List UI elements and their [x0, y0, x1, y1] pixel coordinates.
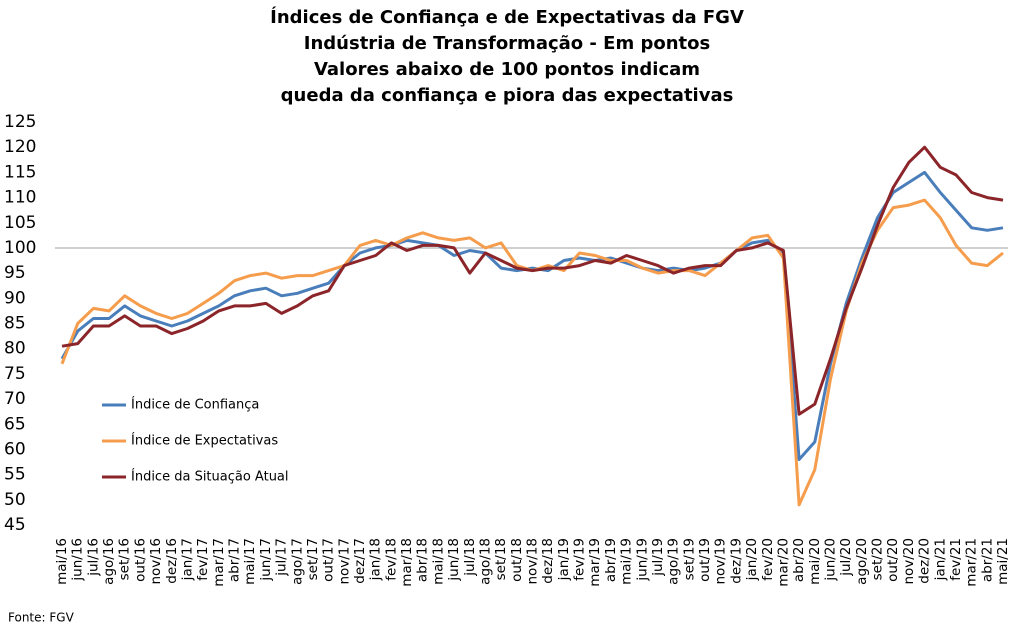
line-series: [60, 198, 1004, 507]
y-tick-label: 125: [4, 112, 36, 132]
x-tick-label: mai/21: [995, 538, 1011, 585]
y-tick-label: 65: [4, 414, 26, 434]
x-tick-label: ago/20: [854, 538, 870, 585]
x-tick-label: set/20: [870, 538, 886, 580]
chart-title: Valores abaixo de 100 pontos indicam: [314, 59, 700, 80]
x-tick-label: dez/19: [728, 538, 744, 584]
x-tick-label: jul/16: [85, 538, 101, 577]
y-tick-label: 45: [4, 515, 26, 535]
x-tick-label: ago/17: [289, 538, 305, 585]
y-tick-label: 95: [4, 263, 26, 283]
x-tick-label: abr/18: [415, 538, 431, 582]
chart-title: Índices de Confiança e de Expectativas d…: [270, 6, 744, 28]
legend-label: Índice da Situação Atual: [131, 469, 289, 485]
x-tick-label: nov/19: [713, 538, 729, 585]
source: Fonte: FGV: [8, 611, 75, 625]
x-tick-label: set/17: [305, 538, 321, 580]
x-tick-label: out/18: [509, 538, 525, 582]
x-tick-label: dez/17: [352, 538, 368, 584]
x-tick-label: ago/16: [101, 538, 117, 585]
line-series: [60, 170, 1004, 461]
y-tick-label: 85: [4, 314, 26, 334]
x-tick-label: abr/20: [791, 538, 807, 582]
x-tick-label: set/19: [681, 538, 697, 580]
y-tick-label: 50: [4, 490, 26, 510]
x-tick-label: mar/18: [399, 538, 415, 587]
x-tick-label: mar/20: [775, 538, 791, 587]
x-tick-label: out/20: [885, 538, 901, 582]
chart-title: queda da confiança e piora das expectati…: [281, 85, 734, 106]
x-tick-label: set/18: [493, 538, 509, 580]
x-tick-label: fev/20: [760, 538, 776, 581]
x-tick-label: mar/21: [964, 538, 980, 587]
x-tick-label: abr/21: [979, 538, 995, 582]
y-tick-label: 55: [4, 465, 26, 485]
x-tick-label: jun/17: [258, 538, 274, 582]
x-tick-label: jul/18: [462, 538, 478, 577]
x-tick-label: dez/16: [164, 538, 180, 584]
x-tick-label: nov/16: [148, 538, 164, 585]
x-tick-label: jan/19: [556, 538, 572, 581]
x-tick-label: out/19: [697, 538, 713, 582]
x-tick-label: jan/17: [179, 538, 195, 581]
x-tick-label: jan/18: [368, 538, 384, 581]
legend-label: Índice de Expectativas: [131, 433, 278, 449]
x-tick-label: jul/19: [650, 538, 666, 577]
x-tick-label: abr/19: [603, 538, 619, 582]
y-tick-label: 100: [4, 238, 36, 258]
x-tick-label: nov/17: [336, 538, 352, 585]
y-tick-label: 110: [4, 188, 36, 208]
x-tick-label: mai/18: [430, 538, 446, 585]
y-tick-label: 115: [4, 162, 36, 182]
x-tick-label: dez/20: [917, 538, 933, 584]
x-tick-label: jul/17: [274, 538, 290, 577]
x-tick-label: nov/18: [525, 538, 541, 585]
y-tick-label: 120: [4, 137, 36, 157]
x-tick-label: jun/20: [822, 538, 838, 582]
x-tick-label: nov/20: [901, 538, 917, 585]
x-tick-label: fev/18: [383, 538, 399, 581]
x-tick-label: abr/17: [227, 538, 243, 582]
x-tick-label: out/17: [321, 538, 337, 582]
y-tick-label: 60: [4, 439, 26, 459]
legend-label: Índice de Confiança: [131, 397, 259, 413]
x-tick-label: mai/17: [242, 538, 258, 585]
y-tick-label: 105: [4, 213, 36, 233]
x-tick-label: set/16: [117, 538, 133, 580]
x-tick-label: jul/20: [838, 538, 854, 577]
y-tick-label: 80: [4, 339, 26, 359]
x-tick-label: fev/21: [948, 538, 964, 581]
line-series: [61, 145, 1004, 416]
x-tick-label: ago/18: [477, 538, 493, 585]
x-tick-label: jan/20: [744, 538, 760, 581]
x-tick-label: mar/19: [587, 538, 603, 587]
x-tick-label: jun/19: [634, 538, 650, 582]
x-tick-label: dez/18: [540, 538, 556, 584]
x-tick-label: jun/18: [446, 538, 462, 582]
x-tick-label: mai/16: [54, 538, 70, 585]
x-tick-label: out/16: [132, 538, 148, 582]
x-tick-label: jun/16: [70, 538, 86, 582]
x-tick-label: jan/21: [932, 538, 948, 581]
x-tick-label: mai/19: [619, 538, 635, 585]
x-tick-label: mar/17: [211, 538, 227, 587]
x-tick-label: fev/19: [572, 538, 588, 581]
x-tick-label: mai/20: [807, 538, 823, 585]
y-tick-label: 90: [4, 288, 26, 308]
x-tick-label: ago/19: [666, 538, 682, 585]
y-tick-label: 75: [4, 364, 26, 384]
chart-title: Indústria de Transformação - Em pontos: [304, 33, 710, 54]
x-tick-label: fev/17: [195, 538, 211, 581]
y-tick-label: 70: [4, 389, 26, 409]
